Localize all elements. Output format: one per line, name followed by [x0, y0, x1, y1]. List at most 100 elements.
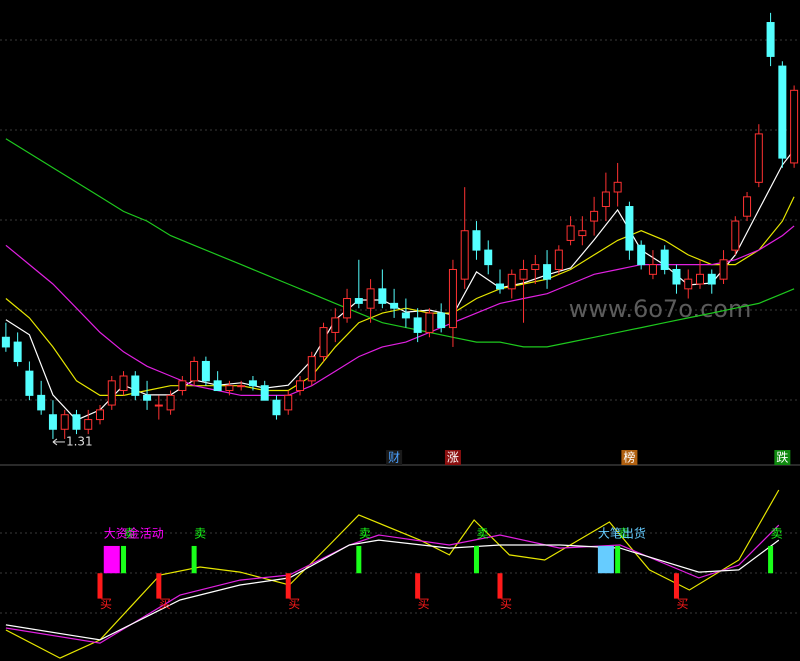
buy-label: 买 [100, 597, 112, 611]
candle-body [248, 380, 257, 387]
line [5, 225, 795, 396]
marker-box [386, 450, 403, 465]
candle-body [272, 399, 281, 416]
candle-body [719, 259, 728, 280]
buy-signal [285, 573, 291, 599]
marker-label: 涨 [447, 450, 459, 465]
candle-body [296, 380, 304, 392]
candle-body [743, 196, 752, 217]
candle-body [237, 385, 246, 388]
candle-body [507, 273, 516, 290]
candle-body [566, 225, 575, 241]
candle-body [496, 283, 504, 290]
candle-body [378, 288, 387, 304]
candle-body [613, 181, 622, 193]
annotation-arrowhead [52, 438, 58, 446]
buy-label: 买 [418, 597, 430, 611]
buy-label: 买 [288, 597, 300, 611]
marker-box [444, 450, 461, 465]
candle-body [448, 268, 457, 329]
candle-body [25, 370, 34, 396]
watermark: www.6o7o.com [569, 295, 752, 323]
block-signal [103, 545, 120, 574]
marker-box [774, 450, 791, 465]
candle-body [790, 89, 799, 164]
candle-body [260, 385, 269, 401]
candle-body [672, 268, 681, 285]
buy-label: 买 [676, 597, 688, 611]
candle-body [590, 210, 599, 222]
candle-body [225, 385, 234, 392]
buy-label: 买 [159, 597, 171, 611]
sell-signal [473, 545, 479, 574]
candle-body [190, 360, 199, 382]
sell-signal [356, 545, 362, 574]
candle-body [96, 409, 104, 421]
candle-body [437, 312, 446, 329]
candle-body [143, 394, 152, 401]
candle-body [460, 230, 469, 280]
marker-label: 榜 [623, 450, 635, 465]
candle-body [366, 288, 375, 309]
candle-body [213, 380, 222, 392]
sell-signal [121, 545, 127, 574]
candle-body [72, 414, 81, 430]
sell-signal [615, 545, 621, 574]
block-label: 大笔出货 [598, 525, 646, 540]
candle-body [648, 264, 657, 275]
candle-body [1, 336, 10, 348]
candle-body [13, 341, 22, 362]
candle-body [331, 317, 340, 333]
candle-body [425, 312, 434, 333]
candle-body [519, 268, 528, 280]
candle-body [660, 249, 669, 270]
candle-body [131, 375, 140, 396]
sell-label: 卖 [618, 526, 630, 540]
sell-signal [191, 545, 197, 574]
sell-label: 卖 [476, 526, 488, 540]
sell-label: 卖 [194, 526, 206, 540]
candle-body [319, 327, 328, 358]
candle-body [37, 394, 46, 411]
buy-signal [97, 573, 103, 599]
candle-body [707, 273, 716, 285]
candle-body [601, 191, 610, 208]
block-signal [597, 545, 614, 574]
candle-body [343, 298, 352, 319]
block-label: 大资金活动 [104, 525, 164, 540]
candle-body [284, 394, 293, 411]
candle-body [154, 404, 163, 407]
candle-body [60, 414, 69, 430]
buy-signal [673, 573, 679, 599]
candle-body [119, 375, 128, 392]
line [5, 539, 780, 641]
candle-body [48, 414, 57, 430]
candle-body [413, 317, 422, 333]
candle-body [731, 220, 740, 251]
candle-body [554, 249, 563, 270]
buy-label: 买 [500, 597, 512, 611]
candle-body [531, 264, 540, 270]
candle-body [84, 419, 93, 430]
marker-label: 财 [388, 451, 400, 465]
buy-signal [497, 573, 503, 599]
candle-body [166, 394, 175, 411]
candle-body [354, 298, 363, 304]
candle-body [778, 65, 787, 159]
candle-body [178, 380, 187, 392]
line [5, 489, 780, 659]
buy-signal [415, 573, 421, 599]
sell-label: 卖 [771, 526, 783, 540]
candle-body [625, 206, 634, 251]
buy-signal [156, 573, 162, 599]
candle-body [684, 278, 693, 290]
candle-body [637, 244, 646, 266]
candle-body [484, 249, 493, 266]
candle-body [472, 230, 481, 251]
sell-signal [768, 545, 774, 574]
line [5, 138, 795, 348]
candle-body [401, 312, 410, 319]
candle-body [390, 302, 399, 309]
candle-body [696, 273, 704, 285]
